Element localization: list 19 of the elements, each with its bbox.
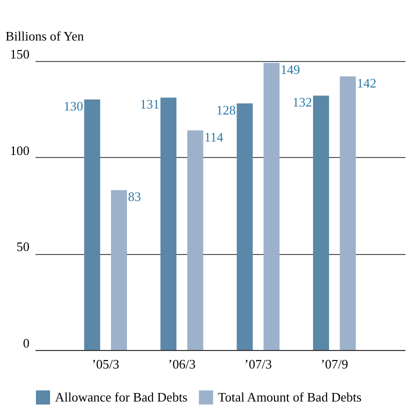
data-label: 114 [204, 129, 224, 144]
data-label: 142 [356, 75, 376, 90]
data-label: 131 [140, 96, 160, 112]
data-label: 149 [280, 62, 300, 77]
y-tick-label: 100 [10, 142, 30, 158]
y-tick-label: 0 [23, 336, 30, 350]
x-tick-label: ’07/9 [320, 356, 348, 372]
x-tick-label: ’06/3 [168, 356, 196, 372]
data-label: 83 [128, 189, 141, 204]
y-tick-label: 150 [10, 46, 30, 62]
legend-label: Allowance for Bad Debts [55, 389, 188, 404]
data-label: 130 [64, 98, 84, 114]
legend-label: Total Amount of Bad Debts [218, 389, 362, 404]
y-axis-title: Billions of Yen [6, 28, 84, 44]
data-label: 128 [216, 102, 236, 118]
data-label: 132 [292, 94, 312, 110]
y-tick-label: 50 [16, 239, 30, 254]
x-tick-label: ’05/3 [92, 356, 120, 372]
x-tick-label: ’07/3 [244, 356, 272, 372]
